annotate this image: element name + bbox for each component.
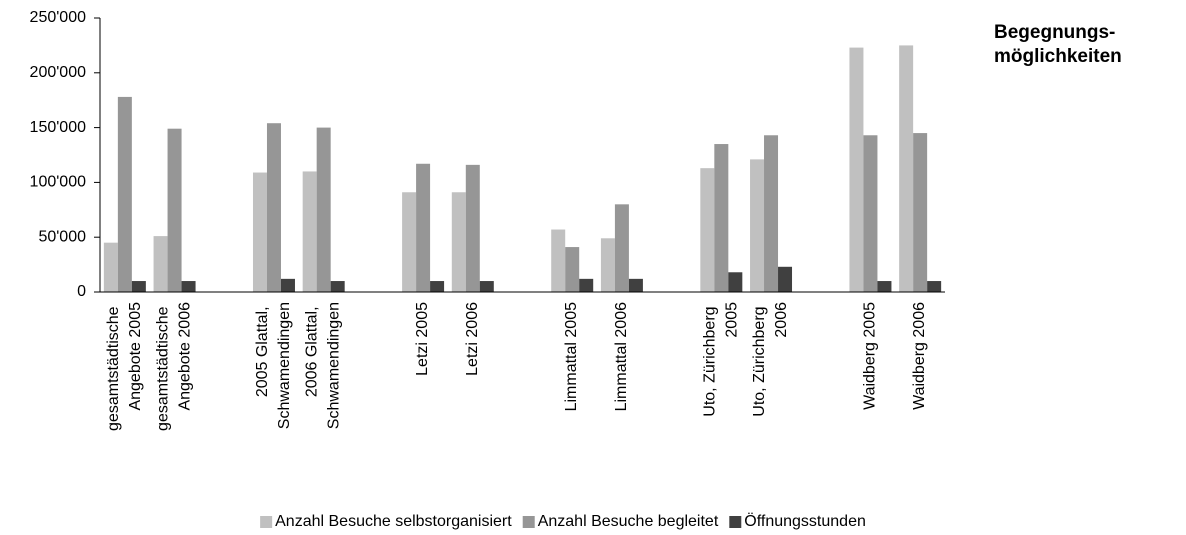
bar — [614, 204, 629, 292]
bar — [565, 247, 580, 292]
y-tick-label: 0 — [77, 283, 86, 300]
bar — [430, 281, 445, 292]
y-tick-label: 100'000 — [30, 174, 87, 191]
bar — [579, 278, 594, 292]
bar — [316, 127, 331, 292]
bar — [103, 242, 118, 292]
legend-label: Öffnungsstunden — [744, 512, 866, 530]
bar — [252, 172, 267, 292]
x-tick-label: Uto, Zürichberg 2005 — [702, 302, 741, 417]
bar — [849, 47, 864, 293]
bar — [416, 163, 431, 292]
chart-title: Begegnungs- — [994, 22, 1115, 43]
bar — [181, 281, 196, 292]
bar — [628, 278, 643, 292]
bar — [927, 281, 942, 292]
x-tick-label: gesamtstädtische Angebote 2005 — [105, 302, 144, 431]
y-tick-label: 150'000 — [30, 119, 87, 136]
bar — [700, 168, 715, 292]
bar — [131, 281, 146, 292]
x-tick-label: Waidberg 2005 — [862, 302, 879, 410]
bar — [167, 128, 182, 292]
bar — [764, 135, 779, 292]
x-tick-label: 2006 Glattal, Schwamendingen — [304, 302, 343, 429]
bar — [600, 238, 615, 292]
chart-title: möglichkeiten — [994, 46, 1122, 67]
bar — [863, 135, 878, 292]
x-tick-label: Letzi 2005 — [414, 302, 431, 376]
x-tick-label: Uto, Zürichberg 2006 — [751, 302, 790, 417]
y-tick-label: 200'000 — [30, 64, 87, 81]
bar — [280, 278, 295, 292]
legend-swatch — [260, 516, 273, 528]
bar — [465, 164, 480, 292]
x-tick-label: Limmattal 2006 — [613, 302, 630, 411]
bar — [451, 192, 466, 292]
bar — [877, 281, 892, 292]
x-tick-label: Waidberg 2006 — [911, 302, 928, 410]
x-tick-label: Letzi 2006 — [464, 302, 481, 376]
legend-swatch — [522, 516, 535, 528]
bar — [899, 45, 914, 293]
bar — [750, 159, 765, 292]
bar — [330, 281, 345, 292]
y-tick-label: 50'000 — [38, 228, 86, 245]
y-tick-label: 250'000 — [30, 9, 87, 26]
x-tick-label: 2005 Glattal, Schwamendingen — [254, 302, 293, 429]
bar — [479, 281, 494, 292]
legend-label: Anzahl Besuche begleitet — [538, 513, 719, 530]
bar — [778, 266, 793, 292]
legend-swatch — [729, 516, 742, 528]
x-tick-label: Limmattal 2005 — [563, 302, 580, 411]
bar — [714, 144, 729, 292]
x-tick-label: gesamtstädtische Angebote 2006 — [155, 302, 194, 431]
bar — [551, 229, 566, 292]
legend-label: Anzahl Besuche selbstorganisiert — [275, 513, 512, 530]
bar — [153, 236, 168, 292]
bar — [402, 192, 417, 292]
bar — [117, 96, 132, 292]
bar — [266, 123, 281, 292]
bar — [728, 272, 743, 292]
bar — [913, 133, 928, 292]
bar — [302, 171, 317, 292]
